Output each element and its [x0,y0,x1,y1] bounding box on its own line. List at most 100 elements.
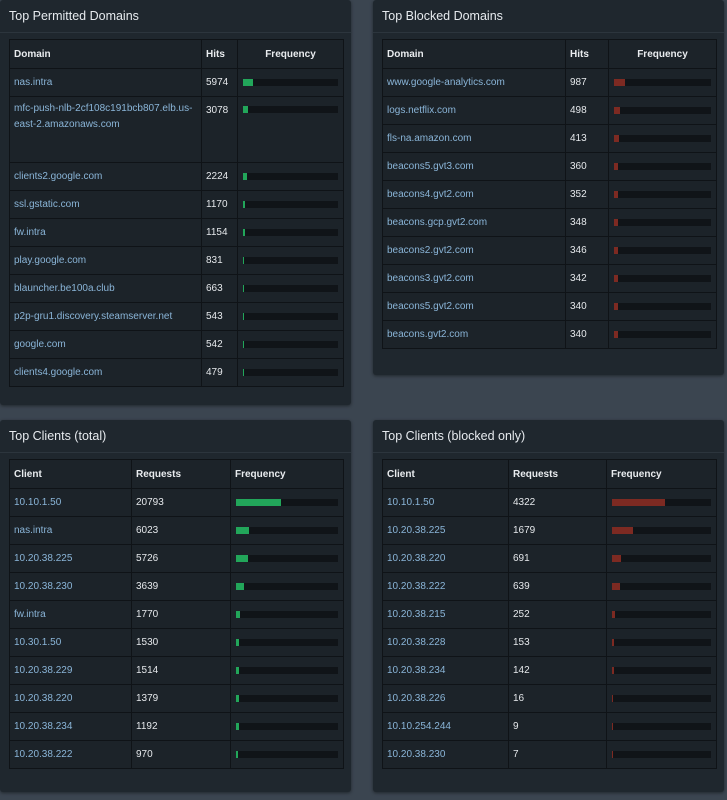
client-link[interactable]: 10.30.1.50 [9,628,132,657]
domain-link[interactable]: beacons2.gvt2.com [382,236,566,265]
table-row: 10.20.38.230 3639 [9,572,344,601]
frequency-bar [606,544,717,573]
frequency-bar [230,572,344,601]
requests-column-header[interactable]: Requests [508,459,607,489]
hits-value: 1170 [201,190,238,219]
domain-column-header[interactable]: Domain [9,39,202,69]
hits-value: 340 [565,292,609,321]
client-link[interactable]: 10.20.38.230 [9,572,132,601]
client-link[interactable]: 10.20.38.222 [382,572,509,601]
table-row: beacons.gcp.gvt2.com 348 [382,208,717,237]
table-row: beacons5.gvt2.com 340 [382,292,717,321]
requests-value: 1770 [131,600,231,629]
requests-value: 1530 [131,628,231,657]
requests-value: 20793 [131,488,231,517]
domain-link[interactable]: nas.intra [9,68,202,97]
domain-link[interactable]: beacons5.gvt3.com [382,152,566,181]
domain-link[interactable]: clients2.google.com [9,162,202,191]
table-row: 10.20.38.222 639 [382,572,717,601]
client-link[interactable]: 10.20.38.234 [9,712,132,741]
frequency-bar [608,208,717,237]
table-row: 10.20.38.228 153 [382,628,717,657]
requests-value: 142 [508,656,607,685]
frequency-bar [237,190,344,219]
frequency-bar [608,180,717,209]
frequency-column-header[interactable]: Frequency [237,39,344,69]
hits-value: 542 [201,330,238,359]
domain-link[interactable]: fw.intra [9,218,202,247]
frequency-bar [230,544,344,573]
frequency-bar [608,264,717,293]
blocked-domains-panel: Top Blocked Domains Domain Hits Frequenc… [373,0,724,375]
permitted-domains-panel: Top Permitted Domains Domain Hits Freque… [0,0,351,405]
blocked-domains-title: Top Blocked Domains [373,0,724,33]
requests-value: 691 [508,544,607,573]
table-row: 10.20.38.220 691 [382,544,717,573]
domain-link[interactable]: play.google.com [9,246,202,275]
table-row: beacons2.gvt2.com 346 [382,236,717,265]
client-link[interactable]: 10.10.254.244 [382,712,509,741]
requests-value: 6023 [131,516,231,545]
domain-column-header[interactable]: Domain [382,39,566,69]
client-link[interactable]: 10.20.38.234 [382,656,509,685]
domain-link[interactable]: google.com [9,330,202,359]
domain-link[interactable]: blauncher.be100a.club [9,274,202,303]
frequency-bar [237,96,344,163]
domain-link[interactable]: beacons5.gvt2.com [382,292,566,321]
client-link[interactable]: 10.20.38.215 [382,600,509,629]
table-row: beacons.gvt2.com 340 [382,320,717,349]
client-link[interactable]: 10.20.38.226 [382,684,509,713]
client-link[interactable]: 10.20.38.220 [382,544,509,573]
domain-link[interactable]: ssl.gstatic.com [9,190,202,219]
client-link[interactable]: 10.20.38.228 [382,628,509,657]
client-link[interactable]: 10.10.1.50 [9,488,132,517]
domain-link[interactable]: beacons.gvt2.com [382,320,566,349]
table-row: nas.intra 6023 [9,516,344,545]
domain-link[interactable]: fls-na.amazon.com [382,124,566,153]
domain-link[interactable]: beacons.gcp.gvt2.com [382,208,566,237]
frequency-column-header[interactable]: Frequency [608,39,717,69]
domain-link[interactable]: clients4.google.com [9,358,202,387]
client-link[interactable]: 10.20.38.225 [382,516,509,545]
frequency-bar [606,712,717,741]
requests-value: 1379 [131,684,231,713]
client-link[interactable]: nas.intra [9,516,132,545]
domain-link[interactable]: www.google-analytics.com [382,68,566,97]
client-link[interactable]: fw.intra [9,600,132,629]
hits-column-header[interactable]: Hits [201,39,238,69]
frequency-bar [606,516,717,545]
clients-total-title: Top Clients (total) [0,420,351,453]
frequency-bar [237,330,344,359]
client-link[interactable]: 10.20.38.230 [382,740,509,769]
table-row: 10.20.38.225 5726 [9,544,344,573]
frequency-bar [237,162,344,191]
domain-link[interactable]: mfc-push-nlb-2cf108c191bcb807.elb.us-eas… [9,96,202,163]
client-link[interactable]: 10.20.38.225 [9,544,132,573]
hits-value: 360 [565,152,609,181]
table-row: 10.10.1.50 20793 [9,488,344,517]
frequency-column-header[interactable]: Frequency [230,459,344,489]
table-row: fw.intra 1770 [9,600,344,629]
frequency-bar [230,740,344,769]
frequency-bar [608,68,717,97]
client-link[interactable]: 10.20.38.220 [9,684,132,713]
client-link[interactable]: 10.10.1.50 [382,488,509,517]
table-row: play.google.com 831 [9,246,344,275]
client-link[interactable]: 10.20.38.229 [9,656,132,685]
frequency-column-header[interactable]: Frequency [606,459,717,489]
domain-link[interactable]: p2p-gru1.discovery.steamserver.net [9,302,202,331]
domain-link[interactable]: logs.netflix.com [382,96,566,125]
requests-column-header[interactable]: Requests [131,459,231,489]
domain-link[interactable]: beacons4.gvt2.com [382,180,566,209]
hits-value: 543 [201,302,238,331]
client-link[interactable]: 10.20.38.222 [9,740,132,769]
table-row: p2p-gru1.discovery.steamserver.net 543 [9,302,344,331]
hits-value: 348 [565,208,609,237]
hits-column-header[interactable]: Hits [565,39,609,69]
hits-value: 346 [565,236,609,265]
hits-value: 352 [565,180,609,209]
domain-link[interactable]: beacons3.gvt2.com [382,264,566,293]
client-column-header[interactable]: Client [382,459,509,489]
client-column-header[interactable]: Client [9,459,132,489]
hits-value: 663 [201,274,238,303]
